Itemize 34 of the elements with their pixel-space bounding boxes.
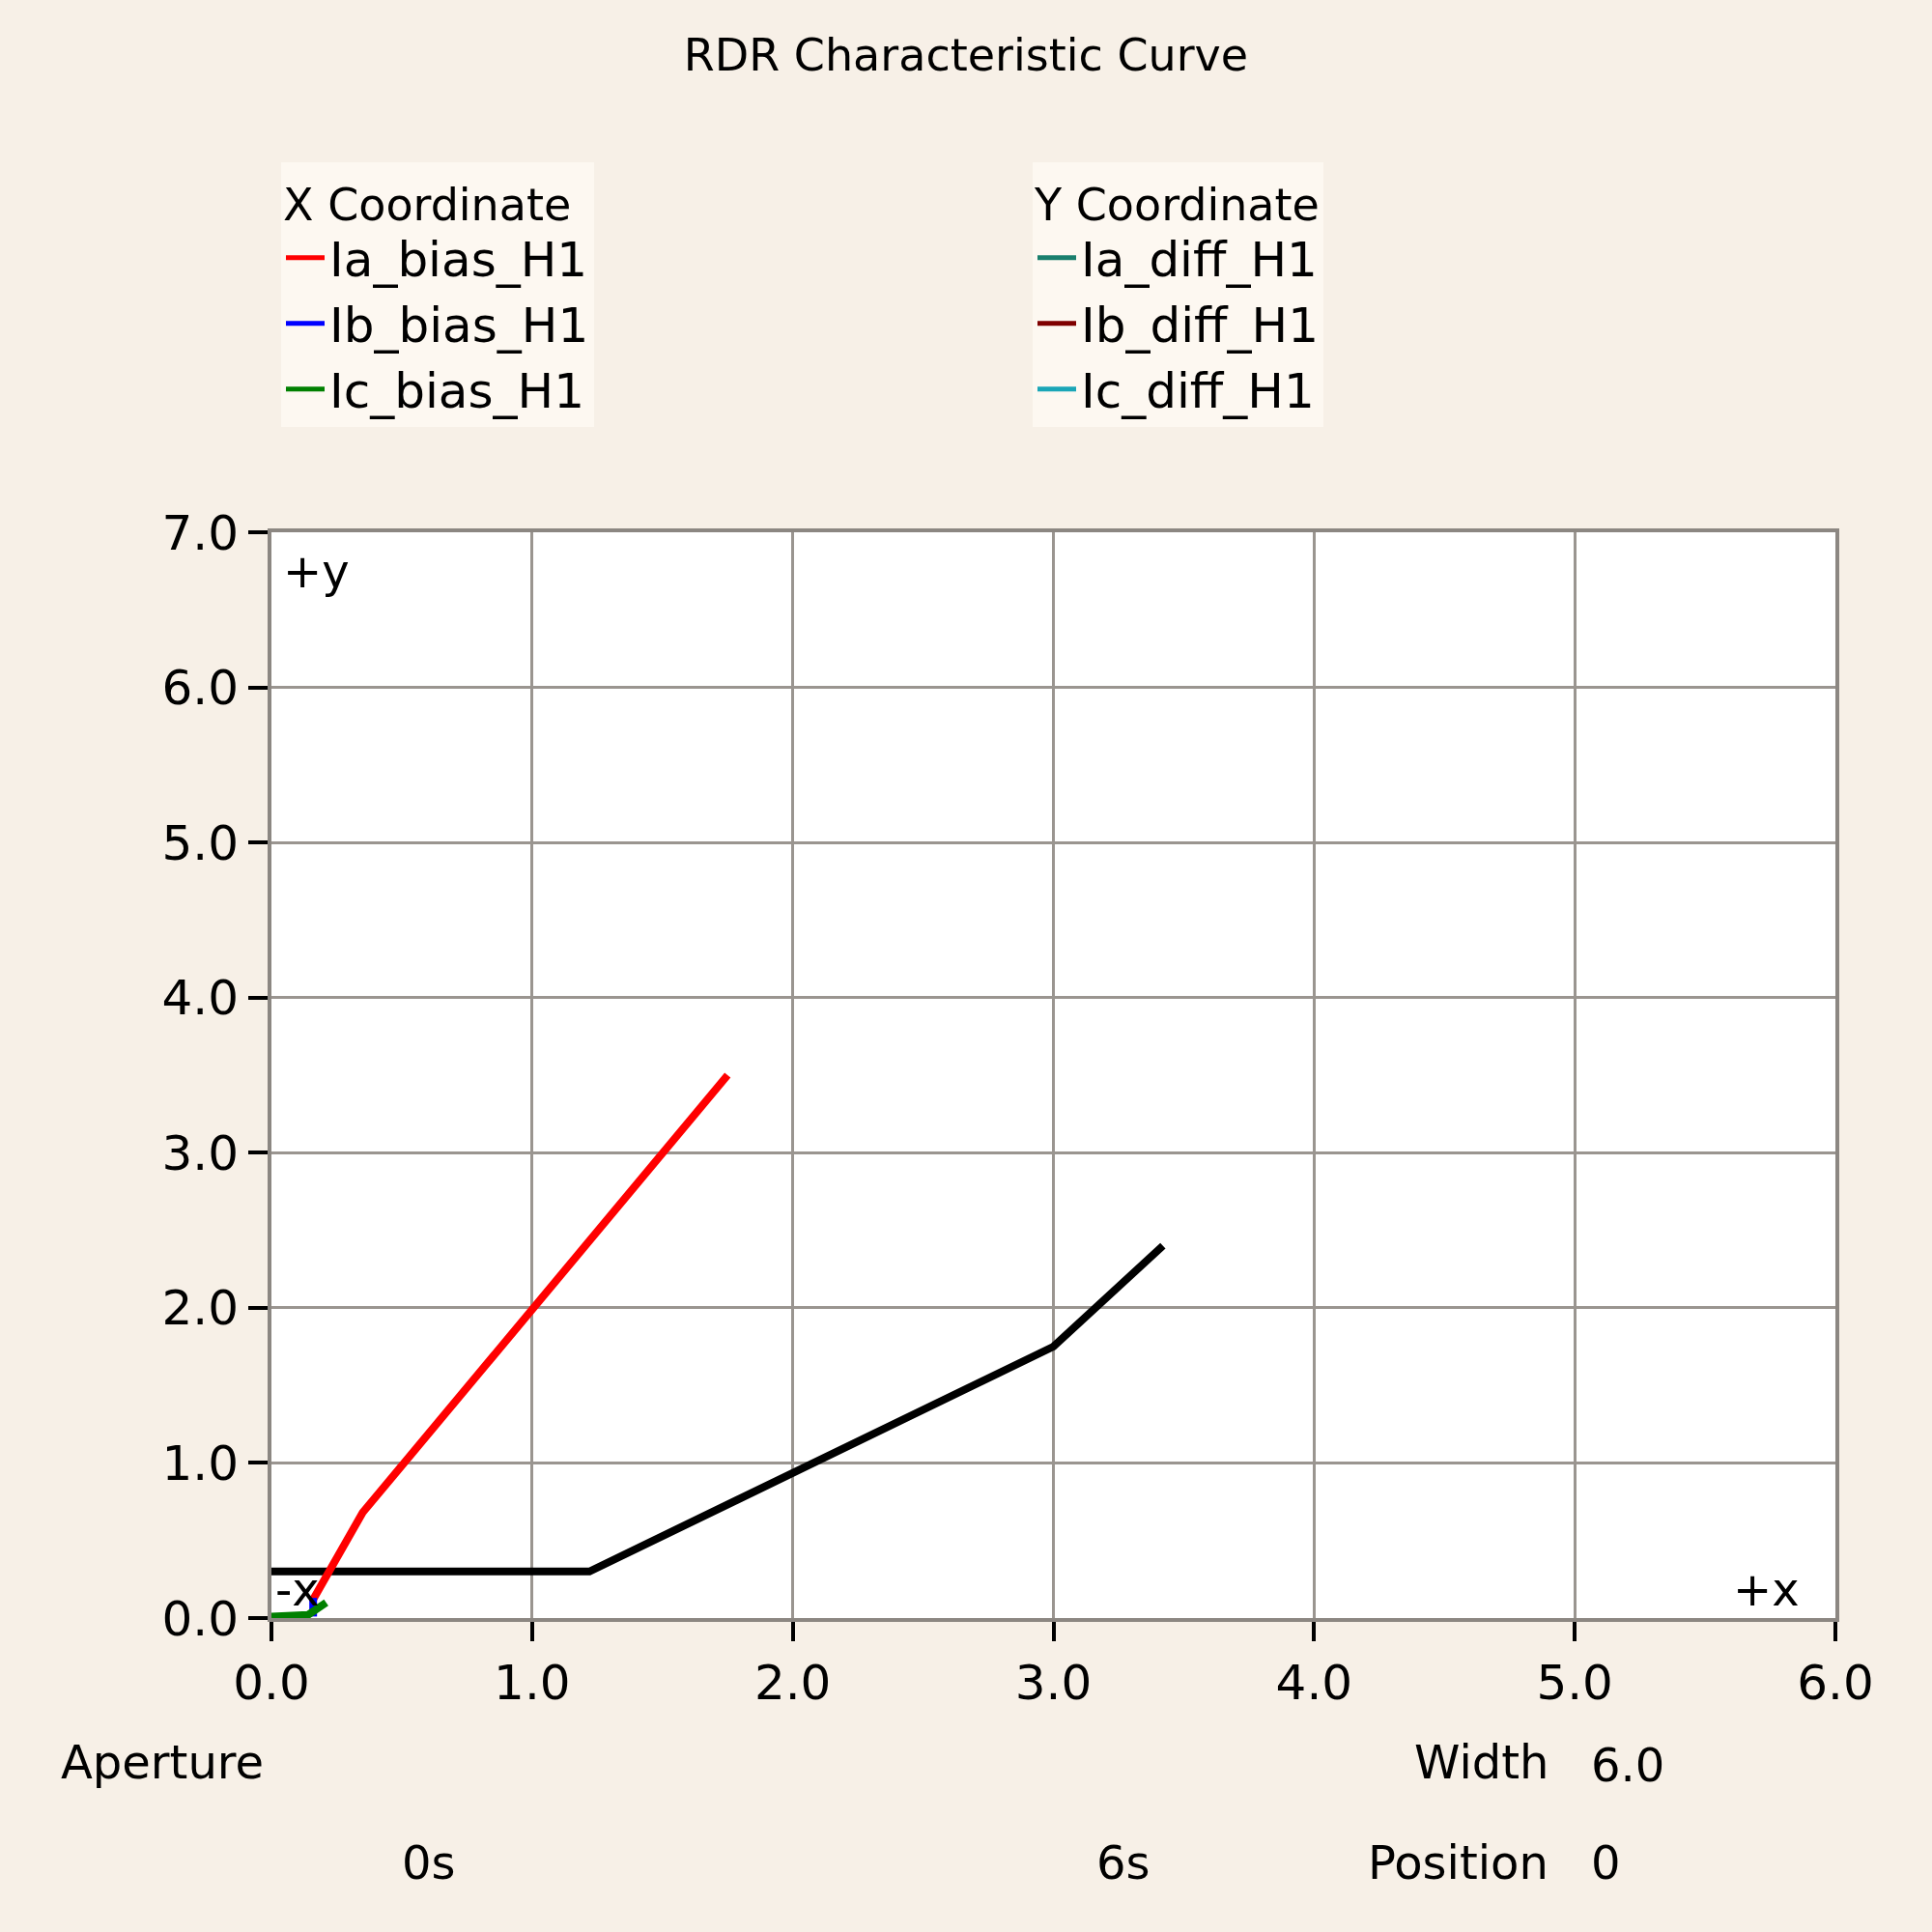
text: 6s (1096, 1835, 1151, 1889)
y-tick-label: 7.0 (161, 504, 239, 561)
x-tick-label: 6.0 (1797, 1655, 1874, 1711)
text: X Coordinate (283, 178, 572, 231)
text: Width (1414, 1735, 1549, 1789)
legend-label: Ic_bias_H1 (329, 363, 584, 420)
y-tick-label: 6.0 (161, 660, 239, 717)
x-tick-label: 4.0 (1275, 1655, 1353, 1711)
x-tick-label: 5.0 (1536, 1655, 1613, 1711)
annotation: +y (283, 544, 350, 598)
text: 6.0 (1591, 1738, 1665, 1792)
y-tick-label: 2.0 (161, 1280, 239, 1337)
legend-label: Ia_diff_H1 (1081, 232, 1318, 289)
y-tick-label: 5.0 (161, 814, 239, 871)
text: Position (1368, 1835, 1548, 1889)
x-tick-label: 2.0 (753, 1655, 832, 1711)
text: Aperture (61, 1735, 265, 1789)
text: 0 (1591, 1835, 1621, 1889)
x-tick-label: 1.0 (494, 1655, 571, 1711)
text: Y Coordinate (1035, 178, 1320, 231)
annotation: -x (275, 1562, 320, 1616)
legend-label: Ic_diff_H1 (1081, 363, 1315, 420)
y-tick-label: 0.0 (161, 1590, 239, 1647)
x-tick-label: 0.0 (233, 1655, 310, 1711)
chart-title: RDR Characteristic Curve (683, 29, 1249, 82)
annotation: +x (1733, 1562, 1800, 1616)
legend-label: Ib_diff_H1 (1081, 298, 1319, 355)
y-tick-label: 1.0 (161, 1435, 239, 1492)
y-tick-label: 4.0 (161, 970, 239, 1027)
legend-label: Ib_bias_H1 (329, 298, 589, 355)
y-tick-label: 3.0 (161, 1124, 239, 1181)
text: 0s (402, 1835, 456, 1889)
legend-label: Ia_bias_H1 (329, 232, 588, 289)
x-tick-label: 3.0 (1014, 1655, 1093, 1711)
